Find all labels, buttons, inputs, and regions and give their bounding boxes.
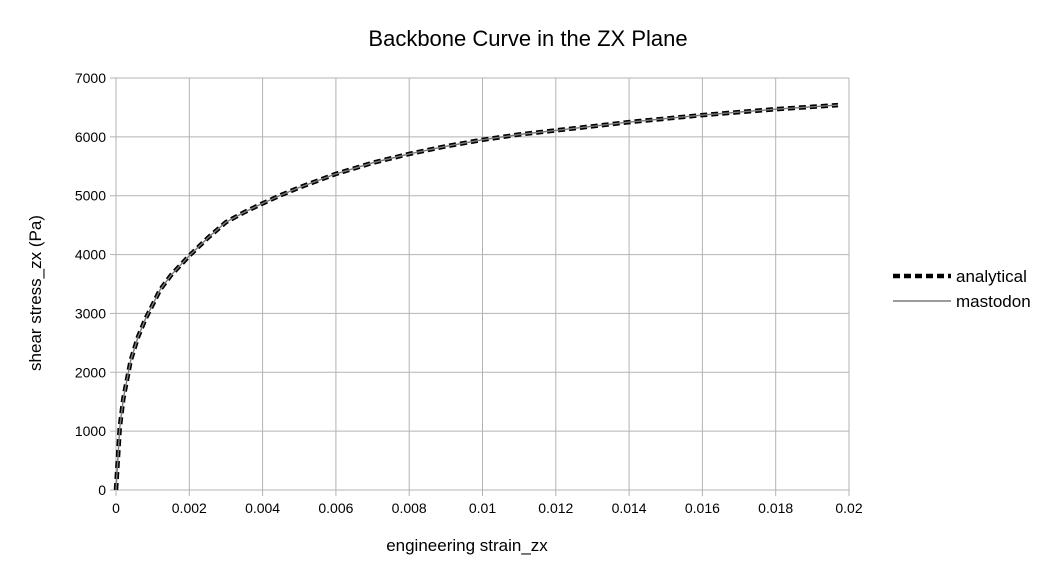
chart-title: Backbone Curve in the ZX Plane: [368, 26, 687, 51]
x-tick-label: 0.002: [172, 500, 207, 516]
legend-label-mastodon: mastodon: [956, 292, 1031, 311]
x-tick-label: 0.012: [538, 500, 573, 516]
x-axis-label: engineering strain_zx: [386, 536, 548, 555]
y-axis-label: shear stress_zx (Pa): [26, 215, 45, 371]
y-tick-label: 1000: [75, 423, 106, 439]
x-tick-label: 0.008: [392, 500, 427, 516]
y-tick-label: 6000: [75, 129, 106, 145]
y-tick-label: 0: [98, 482, 106, 498]
x-tick-label: 0.004: [245, 500, 280, 516]
x-tick-label: 0.01: [469, 500, 496, 516]
series-line-analytical: [113, 102, 839, 491]
grid: [115, 77, 850, 491]
x-tick-label: 0: [112, 500, 120, 516]
y-tick-label: 7000: [75, 70, 106, 86]
y-tick-label: 5000: [75, 188, 106, 204]
y-tick-label: 2000: [75, 364, 106, 380]
x-tick-label: 0.018: [758, 500, 793, 516]
x-tick-label: 0.016: [685, 500, 720, 516]
y-tick-label: 3000: [75, 305, 106, 321]
axes: 0 0.002 0.004 0.006 0.008 0.01 0.012 0.014 0.016…: [75, 70, 863, 516]
legend-label-analytical: analytical: [956, 267, 1027, 286]
series-lines: [113, 102, 839, 491]
x-tick-label: 0.02: [835, 500, 862, 516]
y-tick-label: 4000: [75, 247, 106, 263]
x-tick-label: 0.006: [318, 500, 353, 516]
legend: analytical mastodon: [893, 267, 1031, 311]
x-tick-label: 0.014: [612, 500, 647, 516]
series-line-mastodon: [115, 104, 839, 491]
